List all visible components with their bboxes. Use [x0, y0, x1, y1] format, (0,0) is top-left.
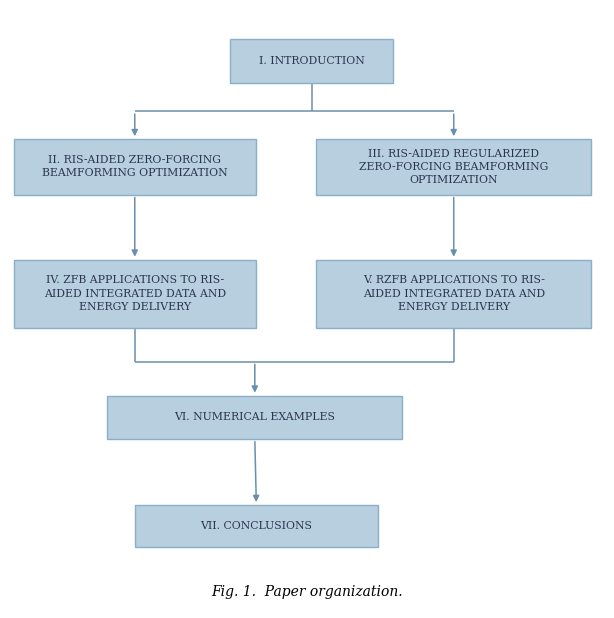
FancyBboxPatch shape	[14, 260, 256, 328]
FancyBboxPatch shape	[230, 39, 393, 83]
Text: VII. CONCLUSIONS: VII. CONCLUSIONS	[200, 521, 313, 531]
Text: III. RIS-AIDED REGULARIZED
ZERO-FORCING BEAMFORMING
OPTIMIZATION: III. RIS-AIDED REGULARIZED ZERO-FORCING …	[359, 149, 548, 185]
FancyBboxPatch shape	[316, 260, 591, 328]
FancyBboxPatch shape	[107, 396, 402, 439]
Text: IV. ZFB APPLICATIONS TO RIS-
AIDED INTEGRATED DATA AND
ENERGY DELIVERY: IV. ZFB APPLICATIONS TO RIS- AIDED INTEG…	[44, 276, 226, 311]
FancyBboxPatch shape	[316, 139, 591, 195]
Text: VI. NUMERICAL EXAMPLES: VI. NUMERICAL EXAMPLES	[174, 412, 335, 422]
Text: V. RZFB APPLICATIONS TO RIS-
AIDED INTEGRATED DATA AND
ENERGY DELIVERY: V. RZFB APPLICATIONS TO RIS- AIDED INTEG…	[363, 276, 545, 311]
Text: II. RIS-AIDED ZERO-FORCING
BEAMFORMING OPTIMIZATION: II. RIS-AIDED ZERO-FORCING BEAMFORMING O…	[42, 155, 228, 179]
FancyBboxPatch shape	[135, 505, 378, 547]
FancyBboxPatch shape	[14, 139, 256, 195]
Text: I. INTRODUCTION: I. INTRODUCTION	[258, 56, 365, 66]
Text: Fig. 1.  Paper organization.: Fig. 1. Paper organization.	[211, 585, 403, 599]
